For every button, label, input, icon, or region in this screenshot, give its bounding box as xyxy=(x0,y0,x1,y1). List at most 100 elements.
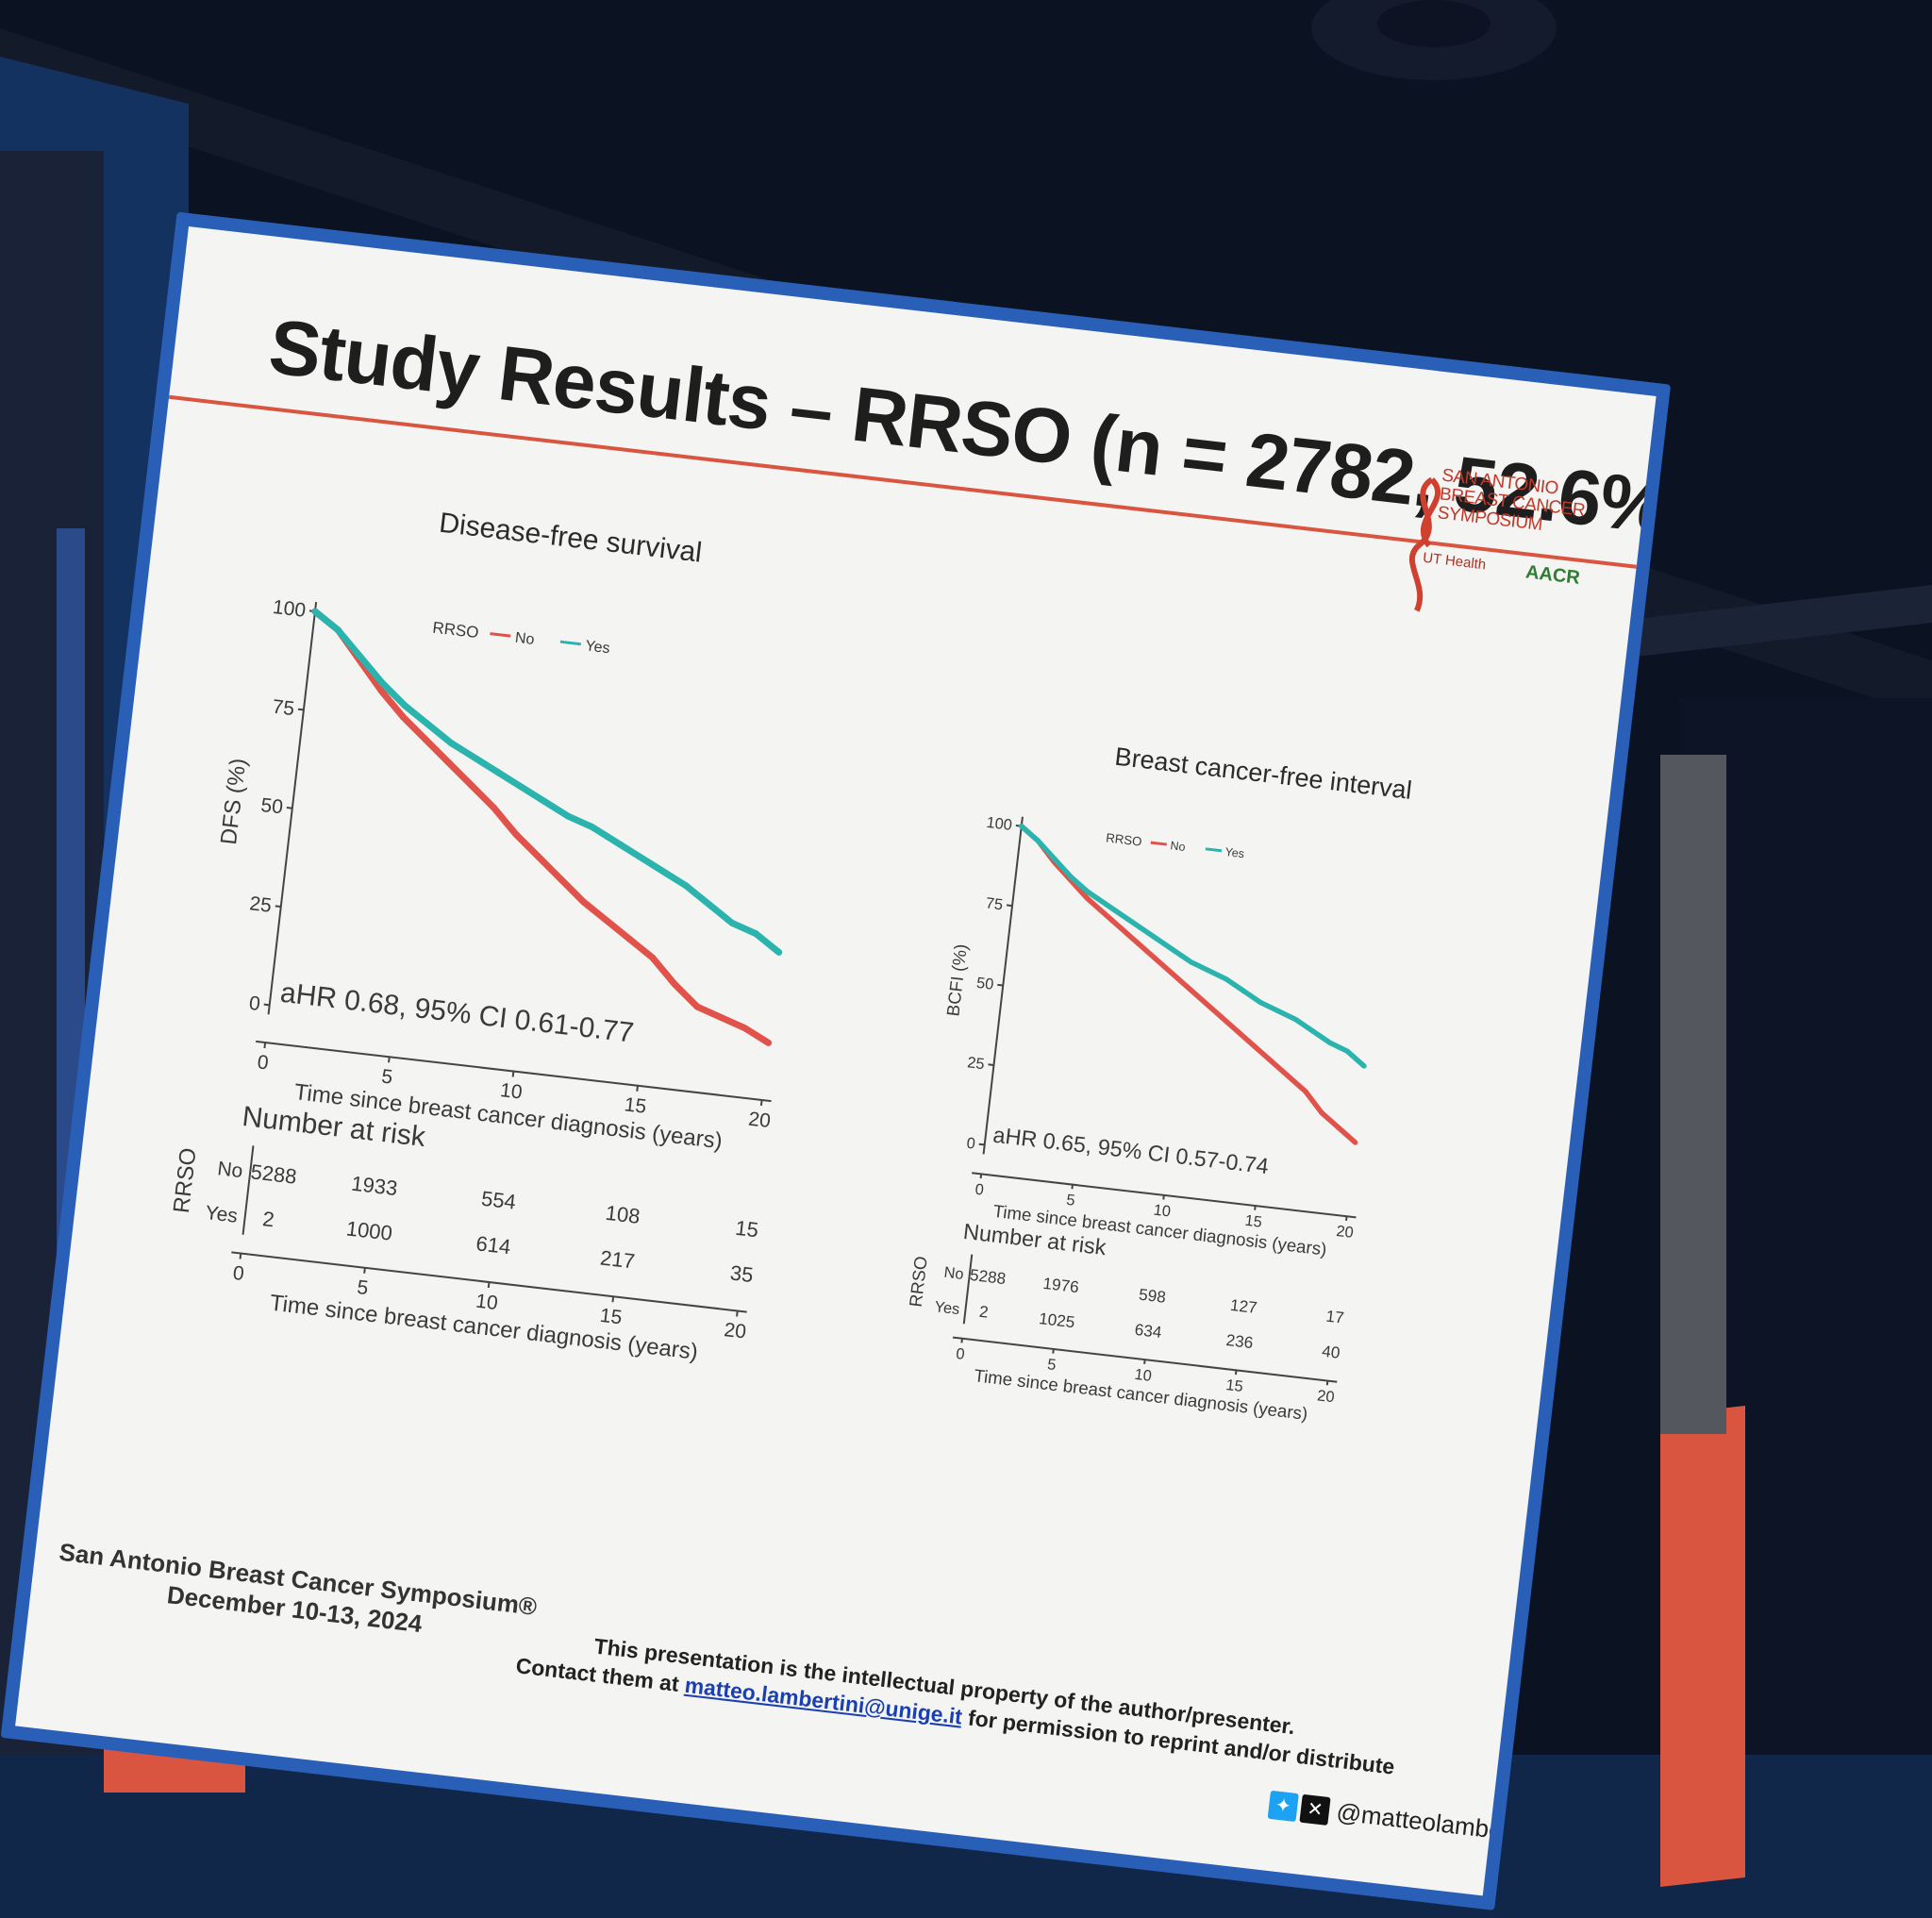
series-point-yes xyxy=(311,608,319,615)
risk-x-tick-label: 10 xyxy=(1134,1366,1153,1385)
series-point-yes xyxy=(1052,856,1058,862)
risk-cell: 217 xyxy=(599,1245,636,1273)
x-tick-label: 15 xyxy=(624,1093,648,1118)
risk-table-x-axis xyxy=(952,1336,1338,1383)
series-point-no xyxy=(377,687,385,694)
series-line-yes xyxy=(312,609,781,956)
risk-x-tick-label: 20 xyxy=(1316,1387,1335,1406)
y-tick-mark xyxy=(297,708,305,711)
y-tick-label: 0 xyxy=(248,992,261,1015)
series-point-yes xyxy=(541,798,548,806)
y-tick-label: 50 xyxy=(975,975,994,993)
series-line-no xyxy=(312,609,771,1046)
x-tick-mark xyxy=(1162,1194,1165,1200)
series-point-yes xyxy=(1206,967,1211,974)
series-point-yes xyxy=(357,653,364,660)
series-point-yes xyxy=(682,882,690,890)
risk-cell: 634 xyxy=(1134,1320,1163,1342)
risk-x-tick-label: 5 xyxy=(356,1276,369,1299)
series-point-no xyxy=(558,876,565,883)
series-point-yes xyxy=(564,812,572,820)
series-point-yes xyxy=(471,754,478,761)
x-tick-mark xyxy=(511,1071,515,1077)
slide-container: Study Results – RRSO (n = 2782, 52.6%) S… xyxy=(0,211,1672,1910)
x-tick-mark xyxy=(636,1085,639,1092)
risk-table-group-label: RRSO xyxy=(906,1255,931,1308)
risk-x-tick-label: 5 xyxy=(1046,1356,1057,1374)
risk-table-group-label: RRSO xyxy=(169,1146,202,1214)
risk-cell: 598 xyxy=(1138,1285,1167,1307)
series-point-yes xyxy=(1019,823,1024,829)
series-point-no xyxy=(693,1003,701,1010)
series-point-yes xyxy=(1292,1016,1298,1023)
series-point-no xyxy=(1084,895,1091,901)
series-point-no xyxy=(1336,1125,1341,1130)
series-point-no xyxy=(445,759,453,766)
series-point-no xyxy=(1151,955,1158,960)
risk-x-tick-mark xyxy=(239,1253,242,1259)
series-point-no xyxy=(535,853,542,860)
risk-table-y-axis xyxy=(962,1254,974,1325)
series-point-yes xyxy=(658,867,666,875)
series-point-no xyxy=(1252,1043,1258,1050)
x-tick-mark xyxy=(388,1057,391,1063)
series-point-yes xyxy=(1326,1040,1333,1045)
risk-table-y-axis xyxy=(242,1145,255,1235)
y-axis-title: DFS (%) xyxy=(216,757,251,845)
y-axis-title: BCFI (%) xyxy=(942,942,971,1017)
chart-1-title: Disease-free survival xyxy=(437,507,704,569)
series-point-yes xyxy=(1361,1063,1367,1069)
risk-row-label-yes: Yes xyxy=(934,1298,961,1318)
x-tick-label: 10 xyxy=(1153,1202,1172,1221)
y-tick-label: 100 xyxy=(272,596,307,622)
x-tick-mark xyxy=(1254,1205,1257,1210)
series-point-no xyxy=(579,898,587,906)
series-point-yes xyxy=(612,838,620,845)
series-point-yes xyxy=(728,919,736,926)
series-point-no xyxy=(1269,1059,1275,1065)
y-tick-label: 75 xyxy=(271,696,295,721)
y-tick-mark xyxy=(1006,904,1013,908)
risk-cell: 40 xyxy=(1321,1342,1341,1362)
x-tick-label: 15 xyxy=(1244,1212,1263,1231)
x-logo-icon: ✕ xyxy=(1299,1793,1331,1826)
series-point-no xyxy=(490,804,497,811)
y-tick-label: 50 xyxy=(259,794,284,819)
legend-label-no: No xyxy=(1170,839,1187,854)
series-line-yes xyxy=(1019,824,1366,1068)
risk-cell: 1025 xyxy=(1038,1309,1075,1331)
series-point-no xyxy=(400,713,408,721)
x-tick-label: 20 xyxy=(747,1109,772,1133)
hazard-ratio-annotation: aHR 0.65, 95% CI 0.57-0.74 xyxy=(991,1123,1270,1179)
x-tick-label: 10 xyxy=(499,1079,524,1104)
legend-swatch-yes xyxy=(559,640,581,646)
y-axis-line xyxy=(267,602,318,1015)
y-tick-mark xyxy=(263,1003,270,1007)
x-tick-mark xyxy=(759,1099,763,1107)
x-tick-label: 0 xyxy=(257,1051,270,1074)
series-point-yes xyxy=(1102,901,1108,907)
legend-swatch-no xyxy=(490,632,511,638)
symposium-logo-ribbon-icon xyxy=(1408,476,1441,612)
risk-row-label-yes: Yes xyxy=(204,1202,239,1227)
series-point-no xyxy=(1352,1140,1358,1145)
series-point-yes xyxy=(1188,959,1194,965)
y-tick-label: 25 xyxy=(248,892,273,917)
series-point-yes xyxy=(1085,889,1091,895)
series-point-no xyxy=(765,1039,773,1046)
y-tick-mark xyxy=(978,1142,985,1146)
twitter-handle: @matteolambe xyxy=(1335,1797,1505,1845)
risk-x-tick-mark xyxy=(1143,1359,1146,1364)
risk-x-tick-mark xyxy=(1234,1370,1238,1376)
series-point-no xyxy=(1202,999,1208,1006)
series-point-no xyxy=(603,917,610,925)
series-point-yes xyxy=(1035,838,1041,844)
series-point-yes xyxy=(635,853,642,860)
series-point-no xyxy=(649,954,657,961)
risk-row-label-no: No xyxy=(943,1264,965,1283)
x-tick-mark xyxy=(979,1174,983,1179)
footer-symposium: San Antonio Breast Cancer Symposium® Dec… xyxy=(49,1536,543,1652)
series-point-no xyxy=(625,935,633,942)
